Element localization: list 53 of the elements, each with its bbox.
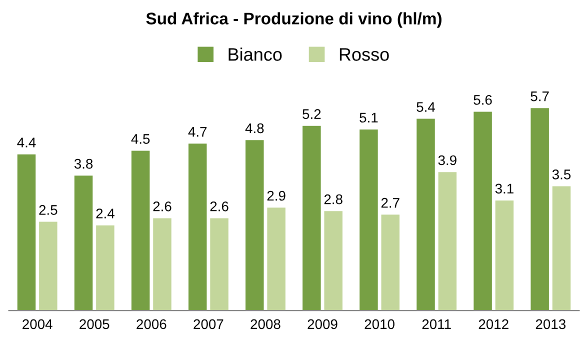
x-tick-label: 2012 (478, 319, 508, 330)
legend-label: Rosso (340, 48, 389, 61)
data-label: 2.9 (267, 190, 286, 201)
bar (552, 186, 571, 311)
data-label: 5.4 (416, 102, 435, 112)
bar (96, 225, 114, 311)
data-label: 2.5 (39, 205, 58, 215)
bar (246, 140, 264, 311)
data-label: 4.8 (245, 123, 264, 134)
bar (74, 176, 93, 311)
data-label: 3.9 (438, 155, 456, 166)
bar (17, 154, 36, 311)
data-label: 3.1 (495, 184, 514, 194)
bar (188, 144, 207, 311)
chart-title: Sud Africa - Produzione di vino (hl/m) (146, 12, 442, 28)
data-label: 4.4 (17, 138, 36, 148)
x-tick-label: 2013 (536, 319, 566, 330)
x-tick-label: 2009 (308, 319, 338, 330)
data-label: 2.8 (324, 194, 342, 204)
bar (153, 218, 172, 311)
x-tick-label: 2010 (364, 319, 394, 330)
data-label: 2.7 (381, 198, 400, 208)
data-label: 5.6 (474, 94, 492, 105)
x-tick-label: 2004 (22, 319, 52, 330)
x-tick-label: 2008 (250, 319, 280, 330)
bar (438, 172, 457, 311)
data-label: 2.6 (210, 201, 228, 212)
bar (495, 200, 514, 311)
bar (267, 208, 286, 311)
bar (360, 129, 378, 311)
data-label: 2.4 (96, 208, 114, 218)
data-label: 3.5 (552, 170, 571, 180)
bar (210, 218, 228, 311)
bar (530, 108, 549, 311)
x-tick-label: 2006 (136, 319, 166, 330)
bar (302, 126, 321, 311)
bar (324, 211, 342, 311)
data-label: 4.7 (188, 127, 207, 137)
bar (381, 214, 400, 311)
data-label: 5.7 (530, 92, 549, 102)
data-label: 5.1 (360, 112, 378, 123)
bar (131, 150, 150, 311)
x-tick-label: 2007 (194, 319, 224, 330)
bar (39, 222, 58, 311)
bar (474, 112, 492, 311)
legend-label: Bianco (228, 48, 282, 61)
data-label: 3.8 (74, 158, 93, 169)
x-tick-label: 2011 (422, 319, 451, 330)
data-label: 5.2 (302, 109, 321, 119)
data-label: 4.5 (131, 134, 150, 144)
bar (416, 118, 435, 311)
x-tick-label: 2005 (80, 319, 110, 330)
data-label: 2.6 (153, 201, 172, 212)
